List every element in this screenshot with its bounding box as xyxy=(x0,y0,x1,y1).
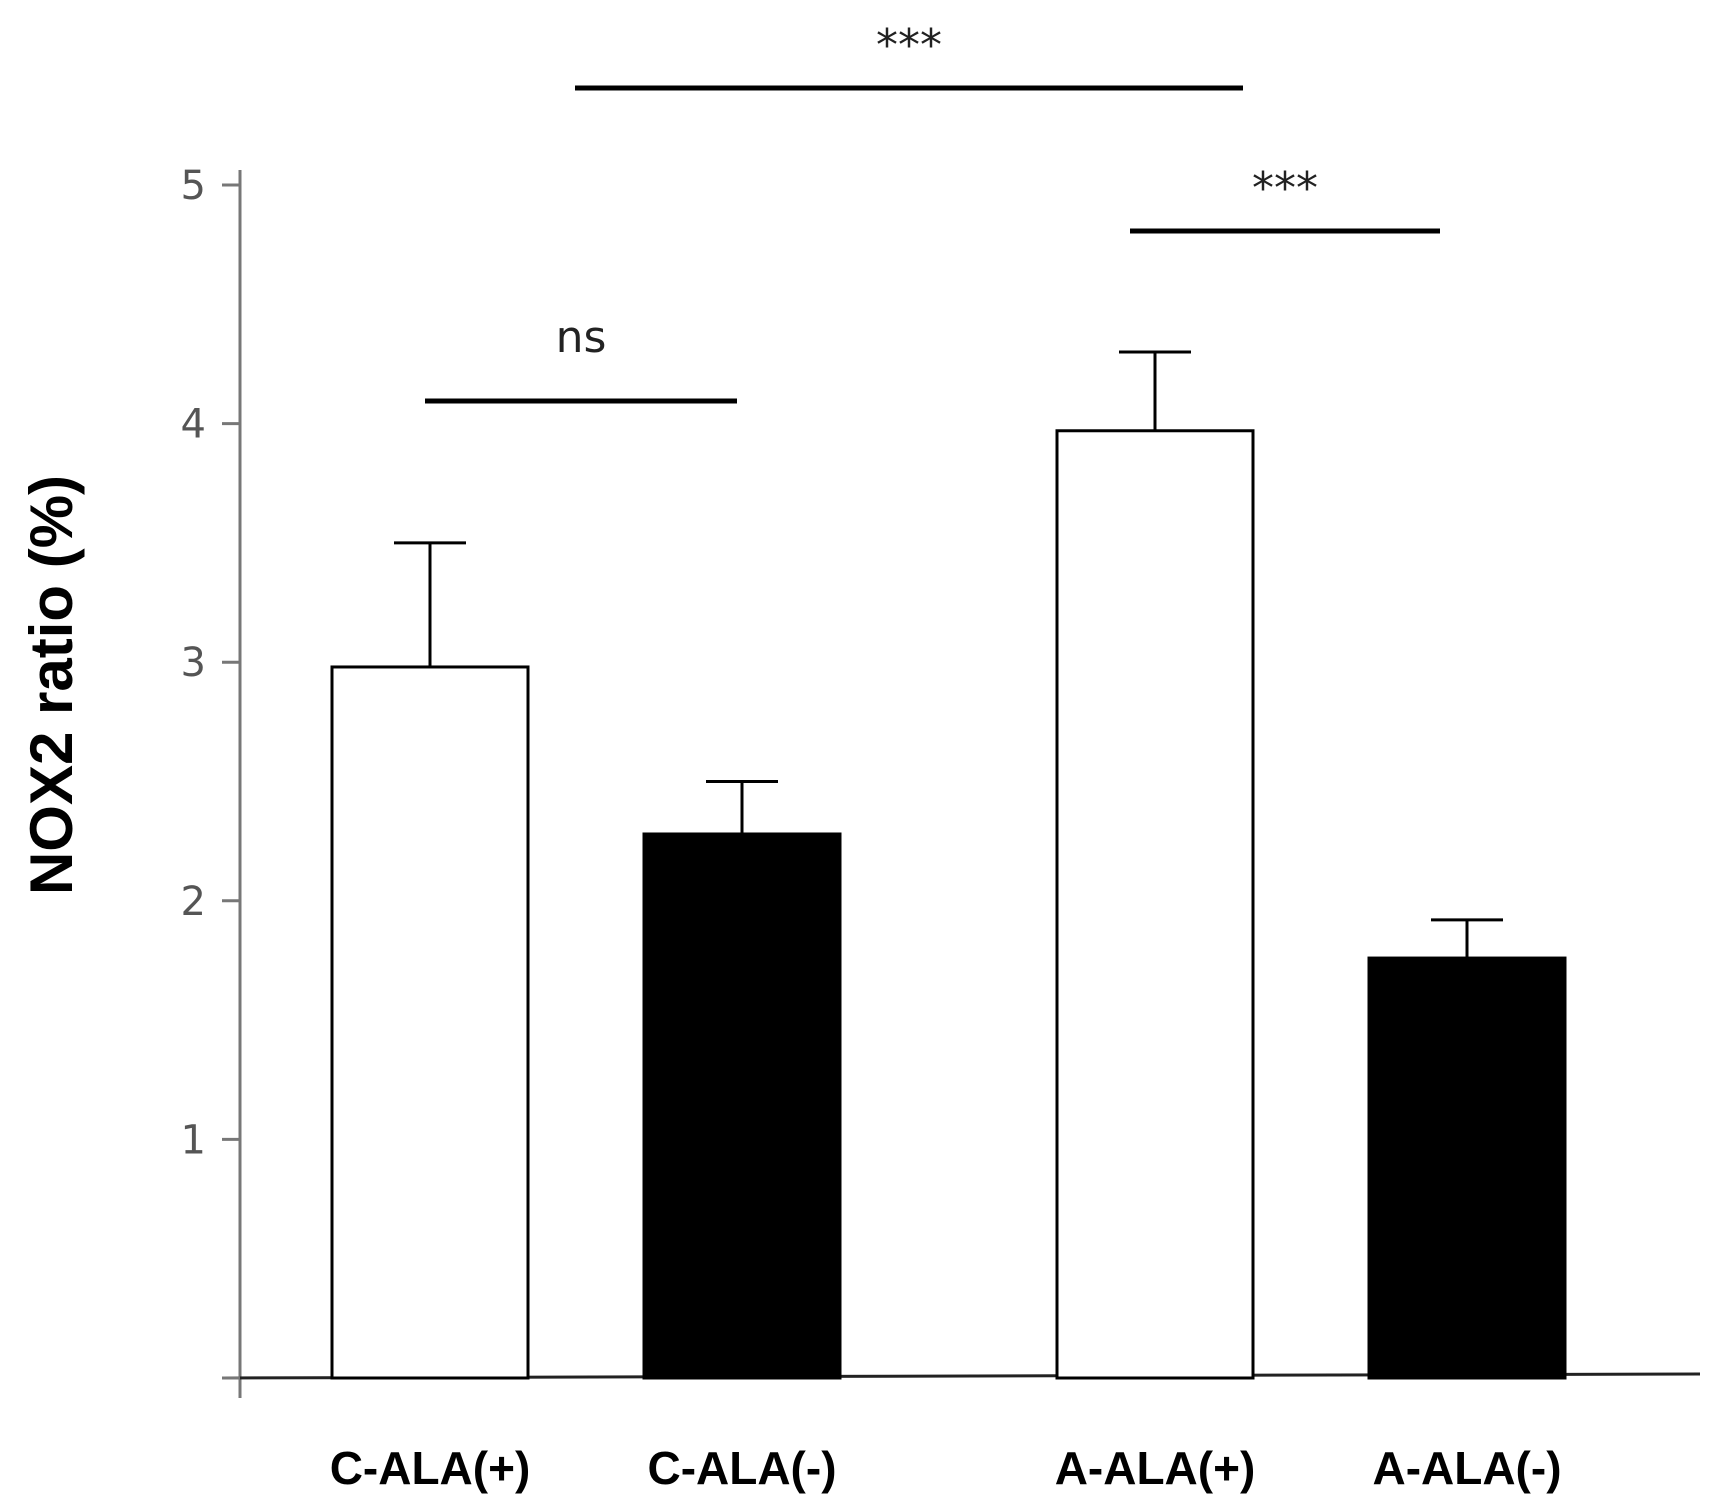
y-tick-label: 4 xyxy=(181,402,206,448)
significance-label: *** xyxy=(1252,163,1318,214)
y-tick-label: 1 xyxy=(181,1117,206,1163)
x-category-label: C-ALA(+) xyxy=(330,1442,531,1494)
bar xyxy=(1367,956,1567,1380)
bars xyxy=(330,429,1567,1380)
x-category-label: A-ALA(+) xyxy=(1055,1442,1256,1494)
bar xyxy=(1055,429,1255,1380)
x-category-label: A-ALA(-) xyxy=(1372,1442,1561,1494)
bar xyxy=(330,665,530,1380)
significance-label: *** xyxy=(876,20,942,71)
y-axis-title: NOX2 ratio (%) xyxy=(18,475,85,895)
x-category-label: C-ALA(-) xyxy=(647,1442,836,1494)
bar xyxy=(642,832,842,1380)
y-tick-label: 3 xyxy=(181,640,206,686)
axes: 1 2 3 4 5 C-ALA(+) C-ALA(-) A-ALA(+) A-ALA(-) xyxy=(181,163,1701,1494)
y-tick-label: 5 xyxy=(181,163,206,209)
significance-brackets: ns *** *** xyxy=(425,20,1440,404)
significance-label: ns xyxy=(556,312,607,363)
y-tick-label: 2 xyxy=(181,879,206,925)
error-bars xyxy=(394,350,1503,959)
